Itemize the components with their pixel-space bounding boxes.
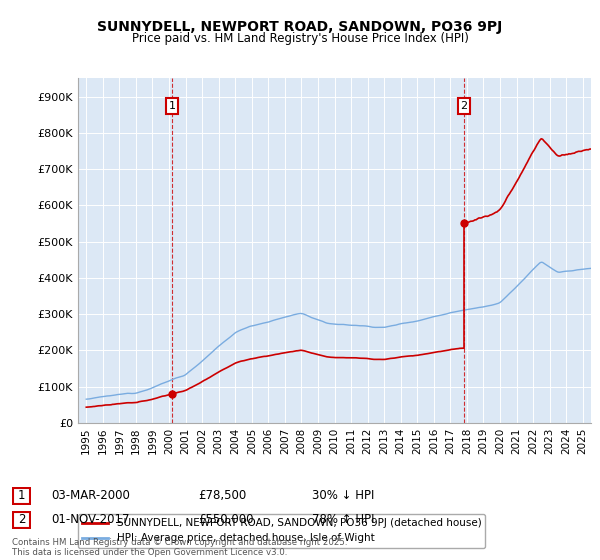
Text: Contains HM Land Registry data © Crown copyright and database right 2025.
This d: Contains HM Land Registry data © Crown c… [12, 538, 347, 557]
Text: 1: 1 [169, 101, 175, 111]
Text: 1: 1 [18, 489, 25, 502]
FancyBboxPatch shape [13, 512, 30, 528]
Text: 2: 2 [18, 513, 25, 526]
Text: £550,000: £550,000 [198, 513, 254, 526]
Text: £78,500: £78,500 [198, 489, 246, 502]
Text: 78% ↑ HPI: 78% ↑ HPI [312, 513, 374, 526]
Text: Price paid vs. HM Land Registry's House Price Index (HPI): Price paid vs. HM Land Registry's House … [131, 32, 469, 45]
Text: 30% ↓ HPI: 30% ↓ HPI [312, 489, 374, 502]
Legend: SUNNYDELL, NEWPORT ROAD, SANDOWN, PO36 9PJ (detached house), HPI: Average price,: SUNNYDELL, NEWPORT ROAD, SANDOWN, PO36 9… [78, 514, 485, 548]
Text: SUNNYDELL, NEWPORT ROAD, SANDOWN, PO36 9PJ: SUNNYDELL, NEWPORT ROAD, SANDOWN, PO36 9… [97, 20, 503, 34]
Text: 2: 2 [461, 101, 467, 111]
FancyBboxPatch shape [13, 488, 30, 503]
Text: 03-MAR-2000: 03-MAR-2000 [51, 489, 130, 502]
Text: 01-NOV-2017: 01-NOV-2017 [51, 513, 130, 526]
